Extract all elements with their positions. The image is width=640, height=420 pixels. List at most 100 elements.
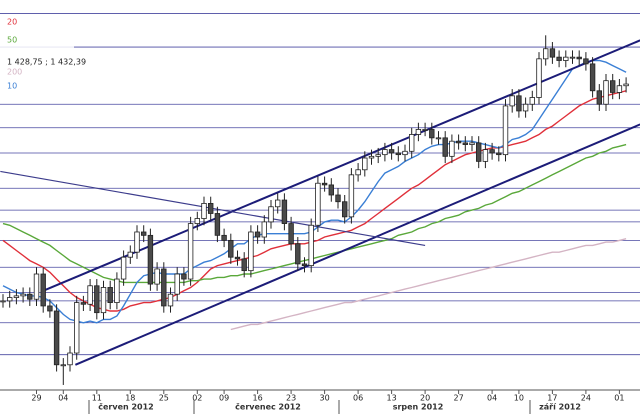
x-tick-label: 16	[253, 394, 263, 403]
x-tick-label: 04	[58, 394, 68, 403]
candle-body	[40, 273, 46, 307]
candle-body	[449, 140, 455, 157]
month-label: září 2012	[539, 403, 581, 412]
candle-body	[281, 199, 288, 224]
x-tick-label: 29	[31, 394, 41, 403]
candle-body	[509, 95, 515, 107]
candle-body	[348, 174, 355, 218]
candle-body	[134, 231, 140, 253]
candle-body	[482, 149, 489, 162]
x-tick-label: 18	[125, 394, 135, 403]
candle-body	[321, 182, 328, 186]
candle-body	[589, 63, 596, 92]
candle-body	[261, 221, 267, 238]
candle-body	[395, 152, 401, 156]
candle-body	[248, 231, 254, 272]
candle-body	[254, 231, 261, 238]
x-tick-label: 23	[286, 394, 296, 403]
candle-body	[234, 256, 241, 260]
legend-entry: 50	[7, 36, 17, 45]
candle-body	[107, 287, 113, 303]
candle-body	[536, 58, 542, 98]
month-label: červenec 2012	[235, 402, 301, 412]
candle-body	[616, 85, 623, 93]
candle-body	[207, 203, 214, 214]
candle-body	[375, 154, 381, 157]
x-tick-label: 01	[614, 394, 624, 403]
x-tick-label: 02	[192, 394, 202, 403]
candle-body	[33, 273, 40, 300]
x-tick-label: 17	[547, 394, 557, 403]
candle-body	[154, 268, 160, 285]
candle-body	[187, 223, 194, 280]
x-tick-label: 09	[219, 394, 229, 403]
candle-body	[80, 302, 87, 305]
candle-body	[549, 48, 556, 58]
candle-body	[623, 83, 629, 87]
candle-body	[47, 305, 53, 312]
ma-line	[230, 238, 627, 331]
legend-box	[0, 14, 74, 94]
candle-body	[442, 137, 448, 157]
candle-body	[563, 56, 569, 61]
candle-body	[60, 364, 66, 367]
candle-body	[315, 182, 321, 226]
candle-body	[0, 300, 6, 303]
ma-line	[2, 143, 627, 284]
candle-body	[489, 149, 495, 154]
candle-body	[502, 105, 509, 156]
candle-body	[114, 278, 120, 303]
candle-body	[368, 155, 375, 159]
candle-body	[308, 224, 314, 267]
candle-body	[402, 150, 408, 156]
candle-body	[583, 58, 589, 65]
plot-area	[0, 13, 640, 385]
candle-body	[181, 273, 187, 280]
x-tick-label: 11	[92, 394, 102, 403]
legend-entry: 10	[7, 82, 17, 91]
candle-body	[543, 48, 549, 60]
candle-body	[7, 297, 13, 302]
month-label: červen 2012	[98, 402, 154, 412]
candle-body	[221, 234, 227, 241]
candle-body	[475, 142, 482, 162]
candle-body	[415, 129, 422, 135]
candle-body	[610, 80, 616, 93]
month-label: srpen 2012	[393, 403, 444, 412]
candle-body	[174, 273, 180, 295]
trend-line	[74, 123, 640, 366]
candle-body	[87, 285, 93, 305]
candle-body	[94, 285, 100, 314]
candle-body	[462, 142, 468, 145]
x-tick-label: 13	[387, 394, 397, 403]
candle-body	[435, 137, 442, 140]
legend-entry: 200	[7, 68, 22, 77]
candle-body	[596, 90, 602, 105]
candle-body	[301, 263, 308, 267]
candle-body	[603, 80, 609, 105]
candle-body	[496, 152, 502, 156]
x-tick-label: 20	[420, 394, 430, 403]
candle-body	[529, 97, 535, 105]
candle-body	[268, 206, 274, 223]
candle-body	[20, 293, 26, 297]
candle-body	[328, 184, 334, 196]
candle-body	[576, 56, 582, 60]
candle-body	[388, 149, 395, 154]
x-axis-labels: 29 04 11 18 25 02 09 16 23 30 06 13 20 27 04 10 17 24 01	[31, 390, 624, 403]
annotation: 1 428,75 ; 1 432,39	[7, 58, 86, 67]
candle-body	[67, 352, 73, 366]
candle-body	[408, 134, 415, 152]
candle-body	[167, 293, 174, 307]
x-tick-label: 24	[581, 394, 591, 403]
candle-body	[127, 251, 133, 258]
candle-body	[53, 310, 60, 366]
candle-body	[422, 129, 428, 131]
legend-entry: 20	[7, 18, 17, 27]
candle-body	[214, 213, 221, 236]
candle-body	[274, 199, 281, 208]
candle-body	[74, 302, 80, 354]
candle-body	[341, 201, 348, 218]
candle-body	[140, 231, 147, 236]
